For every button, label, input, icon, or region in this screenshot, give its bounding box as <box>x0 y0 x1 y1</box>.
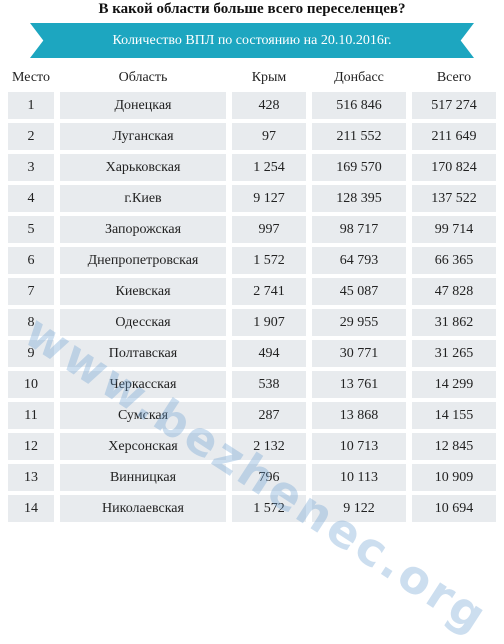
cell-region: Полтавская <box>59 339 227 368</box>
cell-region: Винницкая <box>59 463 227 492</box>
cell-total: 99 714 <box>411 215 497 244</box>
cell-donbass: 10 713 <box>311 432 407 461</box>
table-row: 10 Черкасская 538 13 761 14 299 <box>5 369 499 400</box>
cell-region: Херсонская <box>59 432 227 461</box>
cell-region: Луганская <box>59 122 227 151</box>
cell-place: 6 <box>7 246 55 275</box>
cell-region: Черкасская <box>59 370 227 399</box>
subtitle-banner: Количество ВПЛ по состоянию на 20.10.201… <box>30 23 474 58</box>
table-row: 4 г.Киев 9 127 128 395 137 522 <box>5 183 499 214</box>
cell-crimea: 538 <box>231 370 307 399</box>
cell-donbass: 45 087 <box>311 277 407 306</box>
cell-place: 8 <box>7 308 55 337</box>
cell-region: Запорожская <box>59 215 227 244</box>
cell-place: 5 <box>7 215 55 244</box>
table-header: Место Область Крым Донбасс Всего <box>5 66 499 90</box>
table-row: 5 Запорожская 997 98 717 99 714 <box>5 214 499 245</box>
table-row: 3 Харьковская 1 254 169 570 170 824 <box>5 152 499 183</box>
cell-crimea: 9 127 <box>231 184 307 213</box>
cell-donbass: 169 570 <box>311 153 407 182</box>
cell-crimea: 796 <box>231 463 307 492</box>
cell-place: 10 <box>7 370 55 399</box>
table-row: 8 Одесская 1 907 29 955 31 862 <box>5 307 499 338</box>
cell-total: 211 649 <box>411 122 497 151</box>
table-row: 14 Николаевская 1 572 9 122 10 694 <box>5 493 499 524</box>
cell-crimea: 287 <box>231 401 307 430</box>
cell-total: 137 522 <box>411 184 497 213</box>
cell-region: Одесская <box>59 308 227 337</box>
cell-donbass: 13 868 <box>311 401 407 430</box>
cell-place: 3 <box>7 153 55 182</box>
table-body: 1 Донецкая 428 516 846 517 274 2 Луганская 97 21… <box>5 90 499 524</box>
table-row: 12 Херсонская 2 132 10 713 12 845 <box>5 431 499 462</box>
page-title: В какой области больше всего переселенце… <box>98 1 406 17</box>
cell-region: Сумская <box>59 401 227 430</box>
cell-region: г.Киев <box>59 184 227 213</box>
cell-total: 31 265 <box>411 339 497 368</box>
cell-donbass: 10 113 <box>311 463 407 492</box>
cell-place: 1 <box>7 91 55 120</box>
cell-place: 2 <box>7 122 55 151</box>
table-row: 2 Луганская 97 211 552 211 649 <box>5 121 499 152</box>
table-row: 7 Киевская 2 741 45 087 47 828 <box>5 276 499 307</box>
cell-place: 14 <box>7 494 55 523</box>
cell-region: Киевская <box>59 277 227 306</box>
header-total: Всего <box>436 70 472 85</box>
cell-place: 13 <box>7 463 55 492</box>
cell-total: 12 845 <box>411 432 497 461</box>
cell-crimea: 1 572 <box>231 246 307 275</box>
cell-crimea: 494 <box>231 339 307 368</box>
cell-donbass: 98 717 <box>311 215 407 244</box>
cell-place: 12 <box>7 432 55 461</box>
cell-total: 66 365 <box>411 246 497 275</box>
cell-total: 517 274 <box>411 91 497 120</box>
cell-donbass: 9 122 <box>311 494 407 523</box>
cell-place: 11 <box>7 401 55 430</box>
table-row: 9 Полтавская 494 30 771 31 265 <box>5 338 499 369</box>
cell-crimea: 2 741 <box>231 277 307 306</box>
header-crimea: Крым <box>251 70 287 85</box>
cell-crimea: 1 572 <box>231 494 307 523</box>
header-place: Место <box>12 70 50 85</box>
cell-donbass: 64 793 <box>311 246 407 275</box>
cell-donbass: 211 552 <box>311 122 407 151</box>
cell-crimea: 2 132 <box>231 432 307 461</box>
table-row: 6 Днепропетровская 1 572 64 793 66 365 <box>5 245 499 276</box>
cell-region: Николаевская <box>59 494 227 523</box>
cell-place: 9 <box>7 339 55 368</box>
cell-place: 7 <box>7 277 55 306</box>
cell-crimea: 1 907 <box>231 308 307 337</box>
cell-crimea: 1 254 <box>231 153 307 182</box>
cell-crimea: 97 <box>231 122 307 151</box>
header-donbass: Донбасс <box>334 70 384 85</box>
cell-crimea: 997 <box>231 215 307 244</box>
cell-region: Донецкая <box>59 91 227 120</box>
cell-total: 10 694 <box>411 494 497 523</box>
cell-total: 31 862 <box>411 308 497 337</box>
data-table: Место Область Крым Донбасс Всего 1 Донецк… <box>5 66 499 524</box>
cell-total: 10 909 <box>411 463 497 492</box>
cell-total: 170 824 <box>411 153 497 182</box>
cell-crimea: 428 <box>231 91 307 120</box>
table-row: 1 Донецкая 428 516 846 517 274 <box>5 90 499 121</box>
cell-donbass: 13 761 <box>311 370 407 399</box>
cell-place: 4 <box>7 184 55 213</box>
table-row: 11 Сумская 287 13 868 14 155 <box>5 400 499 431</box>
cell-region: Харьковская <box>59 153 227 182</box>
cell-donbass: 516 846 <box>311 91 407 120</box>
cell-donbass: 128 395 <box>311 184 407 213</box>
cell-region: Днепропетровская <box>59 246 227 275</box>
cell-total: 14 155 <box>411 401 497 430</box>
cell-donbass: 30 771 <box>311 339 407 368</box>
header-region: Область <box>118 70 168 85</box>
cell-total: 47 828 <box>411 277 497 306</box>
table-row: 13 Винницкая 796 10 113 10 909 <box>5 462 499 493</box>
cell-total: 14 299 <box>411 370 497 399</box>
cell-donbass: 29 955 <box>311 308 407 337</box>
